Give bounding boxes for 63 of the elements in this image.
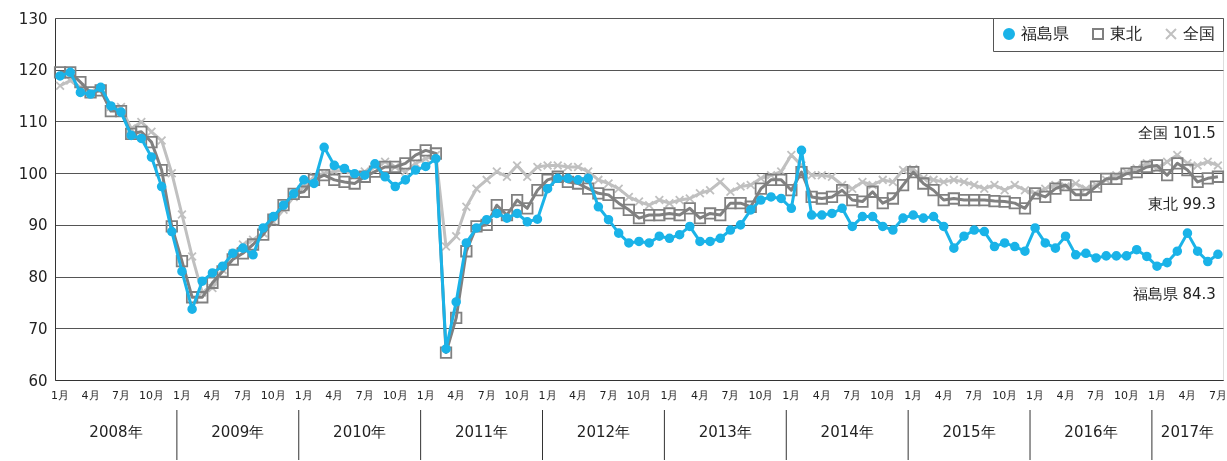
y-tick-label: 110	[18, 112, 48, 131]
y-tick-label: 100	[18, 164, 48, 183]
legend-label: 全国	[1183, 24, 1215, 43]
text: 2009年	[211, 423, 265, 441]
text: 2017年	[1160, 423, 1215, 441]
x-tick-label: 4月	[447, 389, 466, 402]
y-tick-label: 90	[28, 216, 48, 235]
x-tick-label: 1月	[51, 389, 70, 402]
x-tick-label: 10月	[870, 389, 896, 402]
y-tick-label: 80	[28, 268, 48, 287]
x-tick-label: 1月	[294, 389, 313, 402]
x-tick-label: 10月	[504, 389, 530, 402]
x-tick-label: 7月	[355, 389, 374, 402]
text: 2011年	[454, 423, 509, 441]
x-tick-label: 4月	[1056, 389, 1075, 402]
x-tick-label: 10月	[382, 389, 408, 402]
x-tick-label: 10月	[992, 389, 1018, 402]
legend-label: 東北	[1110, 24, 1142, 43]
annotation: 福島県 84.3	[1132, 285, 1216, 304]
x-tick-label: 1月	[538, 389, 557, 402]
y-tick-label: 70	[28, 319, 48, 338]
x-tick-label: 4月	[81, 389, 100, 402]
x-tick-label: 10月	[626, 389, 652, 402]
x-tick-label: 4月	[934, 389, 953, 402]
text: 2015年	[942, 423, 996, 441]
x-tick-label: 7月	[233, 389, 252, 402]
legend-label: 福島県	[1021, 24, 1069, 43]
x-tick-label: 7月	[477, 389, 496, 402]
y-tick-label: 130	[18, 9, 48, 28]
x-tick-label: 4月	[203, 389, 222, 402]
x-tick-label: 10月	[1114, 389, 1140, 402]
text: 2014年	[820, 423, 874, 441]
x-tick-label: 4月	[325, 389, 344, 402]
annotation: 東北 99.3	[1147, 194, 1216, 213]
x-tick-label: 1月	[416, 389, 435, 402]
x-tick-label: 4月	[690, 389, 709, 402]
x-tick-label: 1月	[782, 389, 801, 402]
x-tick-label: 10月	[138, 389, 164, 402]
x-tick-label: 4月	[812, 389, 831, 402]
x-tick-label: 1月	[172, 389, 191, 402]
x-tick-label: 1月	[904, 389, 923, 402]
text: 2012年	[576, 423, 631, 441]
x-tick-label: 1月	[1147, 389, 1166, 402]
x-tick-label: 1月	[1026, 389, 1045, 402]
x-tick-label: 7月	[1208, 389, 1227, 402]
annotation: 全国 101.5	[1138, 124, 1216, 143]
y-tick-label: 60	[28, 371, 48, 390]
text: 2010年	[333, 423, 387, 441]
x-tick-label: 1月	[660, 389, 679, 402]
x-tick-label: 7月	[112, 389, 131, 402]
x-tick-label: 7月	[965, 389, 984, 402]
text: 2008年	[89, 423, 143, 441]
x-tick-label: 7月	[843, 389, 862, 402]
x-tick-label: 4月	[1178, 389, 1197, 402]
x-tick-label: 7月	[721, 389, 740, 402]
x-tick-label: 7月	[1087, 389, 1106, 402]
x-tick-label: 4月	[569, 389, 588, 402]
text: 2013年	[698, 423, 752, 441]
x-tick-label: 10月	[260, 389, 286, 402]
x-tick-label: 10月	[748, 389, 774, 402]
x-tick-label: 7月	[599, 389, 618, 402]
text: 2016年	[1064, 423, 1118, 441]
y-tick-label: 120	[18, 61, 48, 80]
